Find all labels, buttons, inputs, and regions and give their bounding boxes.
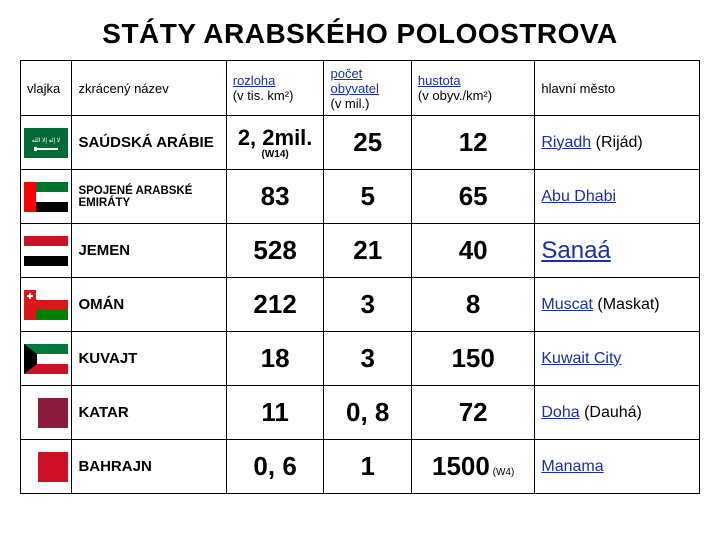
- country-name: SAÚDSKÁ ARÁBIE: [72, 116, 226, 170]
- country-name: OMÁN: [72, 278, 226, 332]
- density-value: 40: [411, 224, 534, 278]
- capital-extra: (Rijád): [591, 134, 643, 151]
- capital-cell: Muscat (Maskat): [535, 278, 700, 332]
- country-name: KATAR: [72, 386, 226, 440]
- capital-link[interactable]: Muscat: [541, 296, 593, 313]
- table-row: BAHRAJN0, 611500 (W4) Manama: [21, 440, 700, 494]
- density-value: 12: [411, 116, 534, 170]
- pop-value: 25: [324, 116, 411, 170]
- area-value: 528: [226, 224, 324, 278]
- area-value: 0, 6: [226, 440, 324, 494]
- flag-cell: لا إله إلا الله: [21, 116, 72, 170]
- density-value: 8: [411, 278, 534, 332]
- density-value: 150: [411, 332, 534, 386]
- capital-cell: Kuwait City: [535, 332, 700, 386]
- table-row: لا إله إلا الله SAÚDSKÁ ARÁBIE2, 2mil.(W1…: [21, 116, 700, 170]
- area-value: 83: [226, 170, 324, 224]
- flag-cell: [21, 170, 72, 224]
- pop-value: 5: [324, 170, 411, 224]
- country-name: KUVAJT: [72, 332, 226, 386]
- pop-link[interactable]: počet obyvatel: [330, 66, 378, 96]
- country-name: JEMEN: [72, 224, 226, 278]
- flag-cell: [21, 440, 72, 494]
- density-value: 65: [411, 170, 534, 224]
- flag-cell: [21, 224, 72, 278]
- capital-link[interactable]: Riyadh: [541, 134, 591, 151]
- header-flag: vlajka: [21, 61, 72, 116]
- table-row: KATAR110, 872Doha (Dauhá): [21, 386, 700, 440]
- header-row: vlajka zkrácený název rozloha (v tis. km…: [21, 61, 700, 116]
- header-pop: počet obyvatel (v mil.): [324, 61, 411, 116]
- pop-value: 3: [324, 278, 411, 332]
- capital-extra: (Dauhá): [580, 404, 642, 421]
- header-area: rozloha (v tis. km²): [226, 61, 324, 116]
- density-value: 72: [411, 386, 534, 440]
- svg-text:لا إله إلا الله: لا إله إلا الله: [32, 137, 60, 144]
- den-link[interactable]: hustota: [418, 73, 461, 88]
- pop-unit: (v mil.): [330, 96, 369, 111]
- capital-cell: Sanaá: [535, 224, 700, 278]
- capital-cell: Riyadh (Rijád): [535, 116, 700, 170]
- capital-link[interactable]: Abu Dhabi: [541, 188, 616, 205]
- pop-value: 21: [324, 224, 411, 278]
- header-name: zkrácený název: [72, 61, 226, 116]
- pop-value: 1: [324, 440, 411, 494]
- page-title: STÁTY ARABSKÉHO POLOOSTROVA: [20, 18, 700, 50]
- flag-cell: [21, 278, 72, 332]
- capital-link[interactable]: Doha: [541, 404, 579, 421]
- area-value: 11: [226, 386, 324, 440]
- country-name: BAHRAJN: [72, 440, 226, 494]
- capital-link[interactable]: Kuwait City: [541, 350, 621, 367]
- table-row: OMÁN21238Muscat (Maskat): [21, 278, 700, 332]
- table-row: KUVAJT183150 Kuwait City: [21, 332, 700, 386]
- table-row: JEMEN5282140 Sanaá: [21, 224, 700, 278]
- area-value: 18: [226, 332, 324, 386]
- capital-cell: Abu Dhabi: [535, 170, 700, 224]
- capital-cell: Manama: [535, 440, 700, 494]
- capital-link[interactable]: Manama: [541, 458, 603, 475]
- pop-value: 0, 8: [324, 386, 411, 440]
- flag-cell: [21, 386, 72, 440]
- flag-cell: [21, 332, 72, 386]
- table-row: SPOJENÉ ARABSKÉ EMIRÁTY83565 Abu Dhabi: [21, 170, 700, 224]
- pop-value: 3: [324, 332, 411, 386]
- capital-extra: (Maskat): [593, 296, 660, 313]
- density-value: 1500 (W4): [411, 440, 534, 494]
- den-unit: (v obyv./km²): [418, 88, 492, 103]
- capital-cell: Doha (Dauhá): [535, 386, 700, 440]
- header-den: hustota (v obyv./km²): [411, 61, 534, 116]
- area-link[interactable]: rozloha: [233, 73, 276, 88]
- header-cap: hlavní město: [535, 61, 700, 116]
- capital-link[interactable]: Sanaá: [541, 237, 610, 264]
- countries-table: vlajka zkrácený název rozloha (v tis. km…: [20, 60, 700, 494]
- area-unit: (v tis. km²): [233, 88, 294, 103]
- country-name: SPOJENÉ ARABSKÉ EMIRÁTY: [72, 170, 226, 224]
- area-value: 2, 2mil.(W14): [226, 116, 324, 170]
- area-value: 212: [226, 278, 324, 332]
